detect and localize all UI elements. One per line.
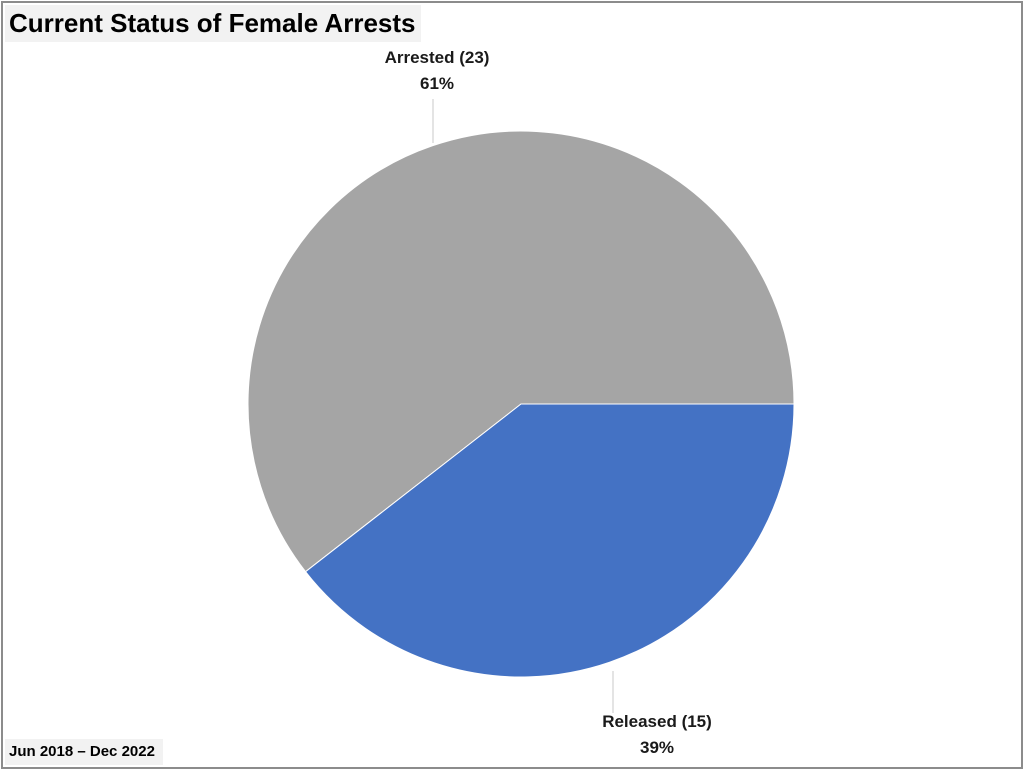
- pie-slice-arrested: [247, 130, 795, 573]
- slice-label-released: Released (15): [602, 712, 712, 731]
- chart-title: Current Status of Female Arrests: [5, 5, 422, 42]
- pie-chart: Arrested (23) 61% Released (15) 39%: [247, 48, 795, 757]
- slice-percent-released: 39%: [640, 738, 674, 757]
- date-range-footnote: Jun 2018 – Dec 2022: [5, 739, 163, 765]
- pie-slice-released: [304, 403, 795, 678]
- slice-label-arrested: Arrested (23): [385, 48, 490, 67]
- slice-percent-arrested: 61%: [420, 74, 454, 93]
